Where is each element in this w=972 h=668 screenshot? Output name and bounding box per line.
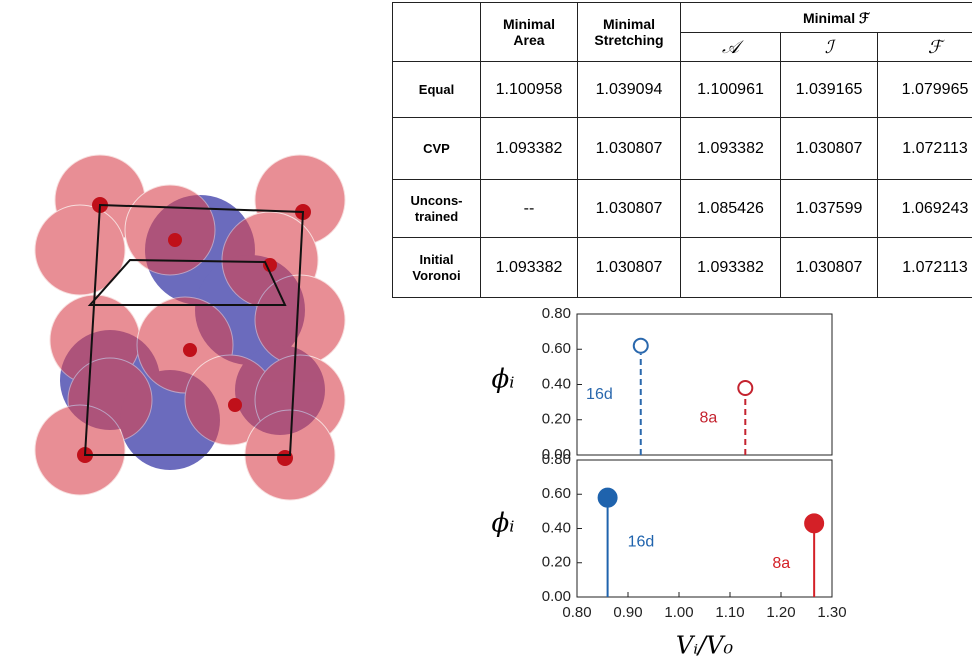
y-tick-label: 0.60: [542, 340, 571, 357]
table-cell: --: [481, 180, 578, 238]
table-cell: 1.100958: [481, 62, 578, 118]
y-tick-label: 0.80: [542, 305, 571, 322]
axes-frame: [577, 460, 832, 597]
table-cell: 1.030807: [578, 180, 681, 238]
series-label: 16d: [586, 386, 613, 403]
y-axis-label: ϕᵢ: [492, 509, 515, 539]
row-label: Uncons- trained: [393, 180, 481, 238]
table-cell: 1.093382: [681, 238, 781, 298]
x-tick-label: 1.00: [664, 604, 693, 621]
table-cell: 1.037599: [781, 180, 878, 238]
y-tick-label: 0.00: [542, 446, 571, 463]
x-tick-label: 1.10: [715, 604, 744, 621]
x-tick-label: 0.80: [562, 604, 591, 621]
red-cell: [255, 275, 345, 365]
subcolumn-header: 𝒜: [681, 33, 781, 62]
x-tick-label: 1.20: [766, 604, 795, 621]
table-cell: 1.093382: [681, 118, 781, 180]
table-cell: 1.030807: [781, 238, 878, 298]
series-label: 16d: [628, 534, 655, 551]
y-tick-label: 0.20: [542, 411, 571, 428]
y-tick-label: 0.20: [542, 554, 571, 571]
x-tick-label: 0.90: [613, 604, 642, 621]
crystal-render: [0, 0, 380, 668]
series-label: 8a: [700, 409, 718, 426]
table-cell: 1.030807: [578, 238, 681, 298]
column-header: Minimal Stretching: [578, 3, 681, 62]
table-cell: 1.093382: [481, 118, 578, 180]
table-cell: 1.093382: [481, 238, 578, 298]
results-table: Minimal Area Minimal Stretching Minimal …: [392, 2, 972, 298]
subcolumn-header: ℱ: [878, 33, 972, 62]
x-axis-label: Vᵢ/V₀: [676, 632, 734, 660]
table-cell: 1.039094: [578, 62, 681, 118]
stem-marker: [599, 489, 617, 507]
page: {"table": { "columns": ["Minimal\nArea",…: [0, 0, 972, 668]
corner-cell: [393, 3, 481, 62]
table-cell: 1.030807: [578, 118, 681, 180]
series-label: 8a: [772, 555, 790, 572]
table-cell: 1.079965: [878, 62, 972, 118]
y-tick-label: 0.40: [542, 519, 571, 536]
table-cell: 1.039165: [781, 62, 878, 118]
group-header: Minimal ℱ: [681, 3, 972, 33]
y-tick-label: 0.40: [542, 375, 571, 392]
row-label: CVP: [393, 118, 481, 180]
table-cell: 1.100961: [681, 62, 781, 118]
row-label: Equal: [393, 62, 481, 118]
x-tick-label: 1.30: [817, 604, 846, 621]
stem-marker: [738, 381, 752, 395]
subcolumn-header: ℐ: [781, 33, 878, 62]
stem-marker: [634, 339, 648, 353]
y-tick-label: 0.00: [542, 588, 571, 605]
stem-marker: [805, 514, 823, 532]
table-cell: 1.030807: [781, 118, 878, 180]
y-tick-label: 0.60: [542, 485, 571, 502]
table-cell: 1.069243: [878, 180, 972, 238]
axes-frame: [577, 314, 832, 455]
table-cell: 1.085426: [681, 180, 781, 238]
column-header: Minimal Area: [481, 3, 578, 62]
table-cell: 1.072113: [878, 118, 972, 180]
table-cell: 1.072113: [878, 238, 972, 298]
y-axis-label: ϕᵢ: [492, 365, 515, 395]
y-tick-label: 0.80: [542, 451, 571, 468]
row-label: Initial Voronoi: [393, 238, 481, 298]
